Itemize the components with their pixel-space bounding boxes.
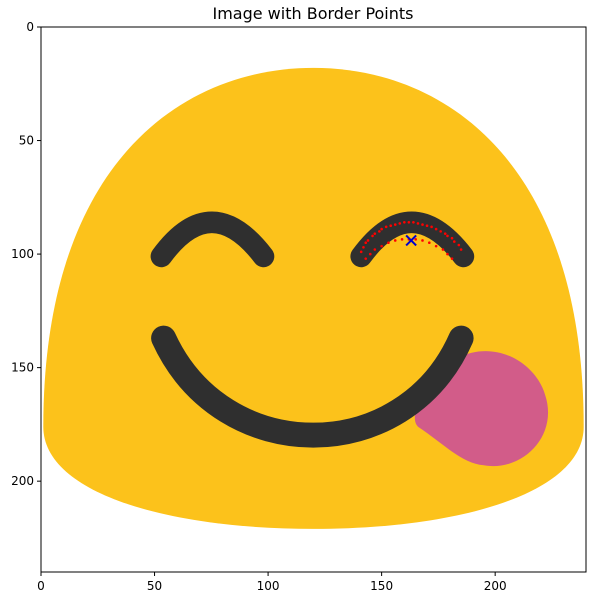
emoji-left-eye [150, 211, 275, 268]
x-tick-label: 50 [147, 579, 162, 593]
border-point [389, 224, 393, 227]
y-tick-label: 200 [11, 474, 34, 488]
border-point [450, 257, 454, 260]
chart-title: Image with Border Points [212, 4, 413, 23]
border-point [452, 240, 456, 243]
y-tick-label: 50 [19, 134, 34, 148]
border-point [443, 232, 447, 235]
border-point [384, 225, 388, 229]
center-point-marker [405, 234, 417, 247]
x-tick-label: 150 [370, 579, 393, 593]
border-points [359, 220, 463, 260]
border-point [421, 223, 424, 226]
y-tick-label: 150 [11, 361, 34, 375]
border-point [425, 224, 429, 227]
border-point [446, 234, 449, 238]
x-tick-label: 100 [257, 579, 280, 593]
border-point [364, 257, 368, 260]
border-point [421, 239, 424, 242]
border-point [441, 248, 445, 251]
border-point [407, 220, 411, 224]
border-point [416, 222, 420, 225]
border-point [457, 243, 461, 247]
border-point [364, 241, 368, 245]
border-point [380, 227, 383, 231]
border-point [412, 220, 415, 224]
border-point [393, 223, 397, 226]
emoji-right-eye [350, 211, 475, 268]
border-point [450, 236, 454, 240]
border-point [430, 225, 433, 229]
border-point [380, 244, 383, 248]
emoji-image [43, 67, 584, 529]
border-point [368, 252, 372, 256]
border-point [428, 241, 431, 245]
border-point [403, 220, 406, 224]
border-point [459, 248, 463, 251]
emoji-mouth [151, 325, 474, 448]
y-tick-label: 0 [26, 20, 34, 34]
border-point [378, 230, 381, 233]
border-point [362, 245, 365, 249]
border-point [393, 239, 397, 242]
axes-frame [40, 26, 587, 573]
border-point [387, 241, 390, 245]
y-axis: 0 50 100 150 200 [11, 20, 41, 488]
border-point [366, 239, 370, 242]
border-point [373, 248, 377, 251]
plot-area [41, 27, 586, 572]
x-tick-label: 200 [484, 579, 507, 593]
border-point [414, 238, 417, 241]
border-point [434, 227, 438, 231]
border-point [439, 230, 442, 233]
x-tick-label: 0 [37, 579, 45, 593]
x-axis: 0 50 100 150 200 [37, 572, 507, 593]
border-point [398, 222, 402, 225]
border-point [446, 252, 449, 256]
border-point [373, 232, 377, 235]
border-point [400, 238, 404, 241]
border-point [434, 244, 438, 248]
y-tick-label: 100 [11, 247, 34, 261]
border-point [371, 234, 374, 238]
border-point [359, 250, 363, 254]
